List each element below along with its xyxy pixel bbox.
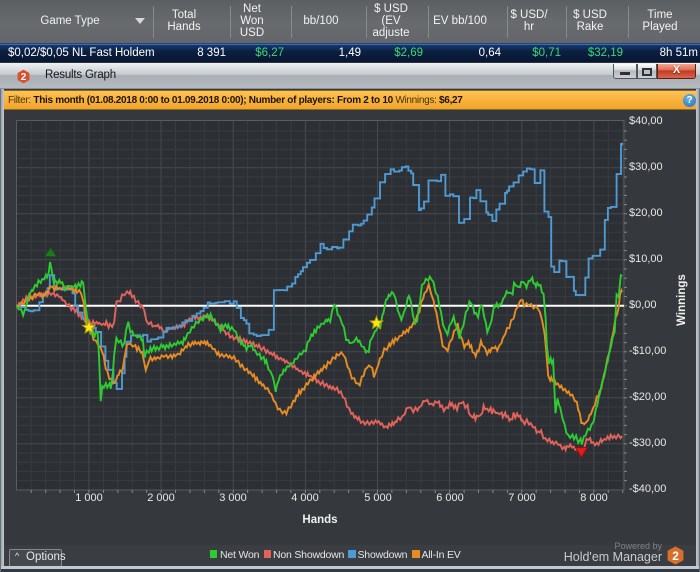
svg-text:2: 2 [21, 72, 27, 83]
svg-text:2: 2 [672, 549, 679, 563]
